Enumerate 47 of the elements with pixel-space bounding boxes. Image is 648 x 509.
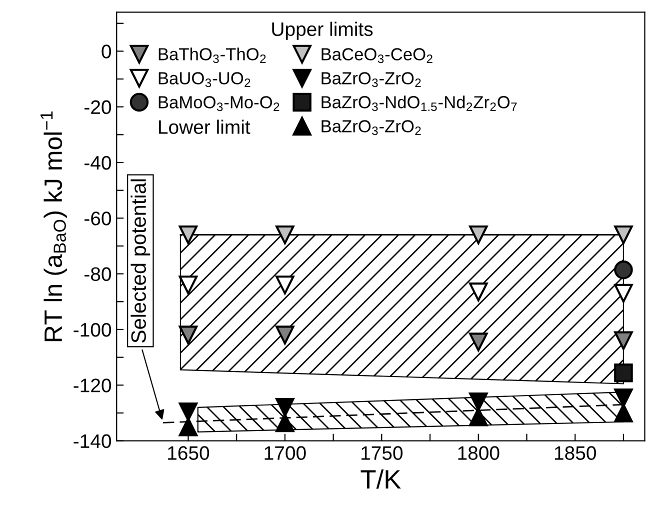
point	[276, 398, 294, 417]
y-tick-label: 0	[102, 44, 112, 58]
y-tick-label: -60	[84, 212, 112, 226]
legend-title: Upper limits	[272, 22, 373, 40]
legend-label: BaZrO$_{3}$-ZrO$_{2}$	[322, 120, 421, 136]
legend-label: BaMoO$_{3}$-Mo-O$_{2}$	[158, 96, 280, 112]
point	[614, 364, 633, 382]
point	[469, 407, 488, 426]
point	[178, 326, 198, 344]
point	[614, 331, 633, 350]
y-tick-label: -140	[74, 434, 112, 448]
y-tick-label: -20	[84, 100, 112, 114]
point	[178, 402, 198, 422]
point	[276, 276, 294, 294]
point	[178, 225, 198, 244]
y-axis-title: RT ln (a$_{BaO}$) kJ mol$^{−1}$	[40, 111, 68, 342]
annotation: Lower limit	[159, 120, 250, 134]
point	[276, 225, 294, 244]
point	[469, 392, 488, 412]
point	[614, 284, 633, 303]
text: BaZrO$_{3}$-NdO$_{1.5}$-Nd$_{2}$Zr$_{2}$O$_{7}$	[322, 96, 517, 112]
point	[469, 282, 488, 302]
point	[469, 225, 488, 244]
point	[614, 225, 633, 244]
point	[178, 418, 198, 436]
legend-label: BaThO$_{3}$-ThO$_{2}$	[158, 48, 266, 64]
x-tick-label: 1850	[554, 446, 596, 460]
x-tick-label: 1800	[458, 446, 500, 460]
point	[614, 388, 633, 408]
point	[178, 276, 198, 294]
y-tick-label: -120	[74, 378, 112, 392]
point	[469, 332, 488, 352]
y-tick-label: -100	[74, 322, 112, 337]
y-tick-label: -80	[84, 267, 112, 282]
x-axis-title: T/K	[360, 469, 401, 489]
point	[276, 413, 294, 432]
annotation: Selected potential	[130, 179, 150, 343]
legend-label: BaUO$_{3}$-UO$_{2}$	[158, 72, 250, 88]
x-tick-label: 1700	[264, 446, 306, 460]
x-tick-label: 1650	[168, 446, 210, 460]
legend-label: BaZrO$_{3}$-ZrO$_{2}$	[322, 72, 421, 88]
y-tick-label: -40	[84, 156, 112, 170]
legend-label: BaCeO$_{3}$-CeO$_{2}$	[322, 48, 432, 64]
point	[614, 404, 633, 422]
point	[276, 326, 294, 344]
point	[614, 260, 633, 280]
x-tick-label: 1750	[362, 446, 403, 460]
